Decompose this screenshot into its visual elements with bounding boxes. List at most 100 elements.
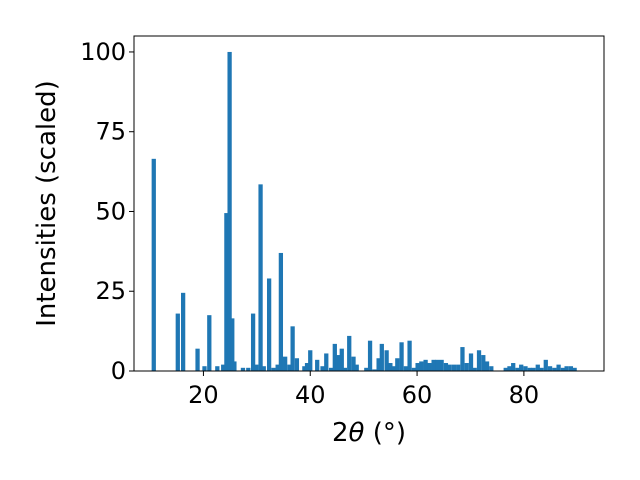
bar — [376, 358, 381, 371]
bar — [342, 367, 348, 371]
bar — [290, 326, 295, 371]
bar — [423, 359, 428, 371]
x-axis-label: 2θ (°) — [332, 418, 406, 448]
bar — [531, 367, 536, 371]
bar — [221, 364, 226, 371]
bar — [560, 367, 566, 371]
bar — [271, 367, 276, 371]
bar — [332, 343, 337, 371]
bar — [351, 356, 356, 371]
bar — [519, 364, 524, 371]
bar — [175, 313, 180, 371]
y-axis-label: Intensities (scaled) — [32, 80, 62, 327]
bar — [339, 348, 344, 371]
x-tick-label: 60 — [402, 381, 433, 409]
bars-group — [151, 51, 577, 371]
bar — [399, 342, 404, 371]
bar — [367, 340, 373, 371]
bar — [547, 366, 553, 371]
bar — [364, 367, 369, 371]
bar — [215, 366, 220, 371]
bar — [328, 367, 334, 371]
bar — [240, 367, 246, 371]
bar — [151, 158, 156, 371]
bar — [435, 359, 440, 371]
bar — [489, 366, 494, 371]
plot-frame — [133, 35, 605, 372]
bar — [335, 355, 341, 371]
bar — [535, 364, 540, 371]
bar — [278, 252, 284, 371]
bar — [481, 355, 486, 371]
bar — [427, 363, 432, 371]
bar — [407, 340, 412, 371]
bar — [195, 348, 200, 371]
bar — [388, 363, 393, 371]
bar — [527, 367, 532, 371]
bar — [419, 361, 424, 371]
bar — [539, 367, 544, 371]
bar — [447, 364, 452, 371]
bar — [395, 358, 400, 371]
bar — [476, 350, 482, 371]
bar — [511, 363, 516, 371]
bar — [515, 367, 520, 371]
y-axis-ticks: 0 25 50 75 100 — [80, 38, 134, 385]
bar — [227, 51, 232, 371]
bar — [283, 356, 288, 371]
bar — [294, 358, 300, 371]
bar — [354, 364, 359, 371]
bar — [347, 335, 352, 371]
x-axis-ticks: 20 40 60 80 — [188, 371, 539, 409]
bar — [464, 363, 469, 371]
bar — [431, 359, 436, 371]
bar — [460, 347, 465, 371]
bar — [552, 367, 557, 371]
x-axis-label-theta: θ — [349, 418, 365, 448]
bar — [302, 366, 307, 371]
bar — [230, 318, 235, 371]
bar — [379, 343, 384, 371]
bar — [472, 367, 477, 371]
y-tick-label: 75 — [95, 118, 126, 146]
bar — [320, 366, 325, 371]
bar — [468, 353, 474, 371]
bar — [224, 213, 229, 371]
bar — [391, 366, 396, 371]
bar — [403, 366, 408, 371]
bar — [261, 366, 266, 371]
y-tick-label: 0 — [111, 357, 126, 385]
bar — [372, 369, 377, 371]
bar — [254, 364, 259, 371]
bar — [181, 292, 186, 371]
bar — [543, 359, 548, 371]
bar — [250, 313, 256, 371]
bar — [308, 350, 313, 371]
bar — [324, 353, 329, 371]
bar — [202, 366, 207, 371]
bar — [523, 366, 528, 371]
bar — [275, 364, 280, 371]
x-tick-label: 80 — [509, 381, 540, 409]
bar — [315, 359, 320, 371]
bar — [232, 361, 237, 371]
bar — [451, 364, 457, 371]
y-tick-label: 25 — [95, 277, 126, 305]
y-tick-label: 100 — [80, 38, 126, 66]
bar — [246, 367, 251, 371]
bar — [439, 359, 444, 371]
bar — [304, 363, 310, 371]
y-tick-label: 50 — [95, 197, 126, 225]
bar — [572, 367, 577, 371]
x-axis-label-suffix: (°) — [364, 418, 406, 448]
bar — [443, 363, 449, 371]
bar — [266, 278, 272, 371]
bar — [207, 315, 212, 371]
bar — [503, 367, 508, 371]
bar — [287, 364, 292, 371]
bar — [456, 364, 461, 371]
bar — [564, 366, 569, 371]
bar — [484, 361, 490, 371]
bar — [556, 364, 561, 371]
